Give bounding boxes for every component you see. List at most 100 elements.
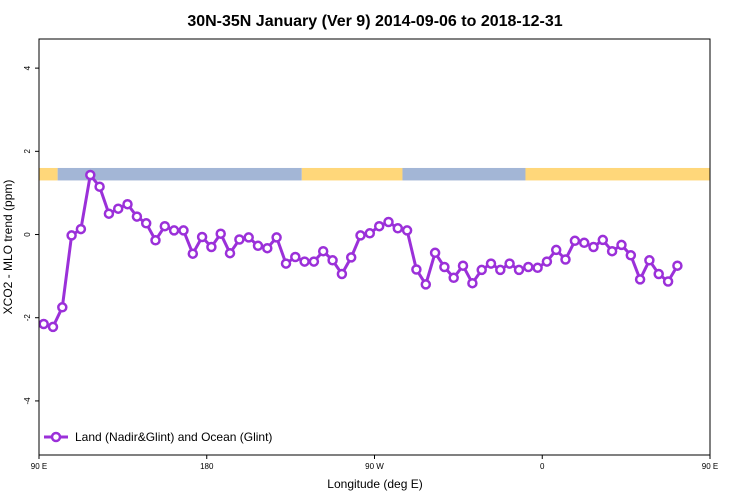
data-point (662, 276, 674, 287)
data-point (159, 220, 171, 232)
data-point (739, 323, 747, 331)
x-tick-label: 180 (200, 462, 214, 471)
y-tick-label: -2 (23, 314, 32, 322)
data-point (178, 225, 189, 236)
data-point (224, 247, 236, 259)
surface-type-band (39, 167, 710, 181)
data-point (729, 320, 737, 328)
data-point (75, 223, 87, 235)
data-point (131, 211, 143, 222)
data-point (513, 264, 525, 276)
data-point (271, 232, 282, 243)
data-point (150, 235, 161, 246)
data-point (262, 242, 273, 254)
data-point (299, 256, 310, 267)
data-point (187, 248, 199, 259)
band-segment-land (301, 167, 403, 181)
data-point (290, 251, 301, 263)
data-point (597, 234, 609, 246)
data-point (625, 250, 637, 261)
y-axis-ticks: -4 -2 0 2 4 (23, 65, 39, 404)
data-point (720, 326, 728, 334)
data-point (401, 225, 413, 236)
legend-marker-sample (50, 431, 62, 443)
data-point (57, 302, 68, 313)
data-point (606, 245, 618, 257)
band-segment-land (525, 167, 710, 181)
band-segment-land (39, 167, 58, 181)
data-point (672, 260, 683, 271)
data-point (168, 225, 180, 236)
data-point (429, 247, 441, 259)
y-tick-label: -4 (23, 397, 32, 405)
data-point (485, 258, 497, 269)
x-tick-label: 90 E (702, 462, 718, 471)
data-point (373, 220, 385, 232)
data-point (327, 255, 338, 266)
data-point (196, 231, 208, 243)
data-point (616, 239, 627, 251)
data-point (280, 258, 292, 269)
data-point (252, 240, 264, 252)
data-point (345, 252, 357, 263)
data-point (103, 208, 115, 219)
data-point (541, 256, 553, 267)
data-point (578, 237, 590, 249)
data-point (532, 262, 543, 274)
data-point (392, 223, 404, 234)
data-point (476, 264, 487, 276)
y-tick-label: 2 (23, 149, 32, 154)
data-point (215, 228, 226, 239)
data-point (467, 277, 478, 289)
data-point (122, 198, 133, 210)
data-point (66, 230, 77, 241)
data-point (644, 255, 655, 266)
data-point (634, 274, 646, 285)
y-tick-label: 4 (23, 65, 32, 70)
data-point (39, 318, 49, 330)
data-point (317, 245, 329, 257)
chart-title: 30N-35N January (Ver 9) 2014-09-06 to 20… (187, 13, 562, 30)
data-series-line (43, 173, 750, 333)
data-point (47, 321, 59, 333)
data-series-markers (39, 169, 747, 336)
series-line-segment (43, 173, 679, 329)
x-tick-label: 90 W (365, 462, 384, 471)
x-axis-label: Longitude (deg E) (327, 477, 422, 491)
data-point (420, 279, 432, 290)
data-point (457, 260, 469, 271)
data-point (112, 203, 124, 214)
data-point (560, 254, 571, 265)
data-point (653, 268, 664, 280)
data-point (206, 241, 217, 253)
data-point (439, 261, 450, 273)
data-point (383, 216, 394, 228)
data-point (364, 228, 376, 239)
series-line-segment (715, 175, 750, 333)
data-point (411, 264, 422, 275)
x-tick-label: 0 (540, 462, 545, 471)
data-point (243, 232, 254, 243)
legend: Land (Nadir&Glint) and Ocean (Glint) (44, 430, 272, 444)
data-point (140, 218, 152, 229)
data-point (550, 244, 562, 256)
legend-label: Land (Nadir&Glint) and Ocean (Glint) (75, 430, 272, 444)
data-point (234, 234, 245, 245)
x-tick-label: 90 E (31, 462, 47, 471)
data-point (709, 330, 710, 336)
data-point (504, 258, 515, 269)
data-point (355, 230, 366, 241)
band-segment-ocean (57, 167, 302, 181)
band-segment-ocean (402, 167, 526, 181)
data-point (336, 268, 348, 280)
data-point (94, 181, 105, 192)
data-point (85, 169, 96, 181)
data-point (569, 235, 581, 247)
data-point (588, 241, 599, 253)
data-point (523, 261, 534, 273)
x-axis-ticks: 90 E 180 90 W 0 90 E (31, 455, 718, 471)
data-point (495, 264, 506, 276)
y-axis-label: XCO2 - MLO trend (ppm) (1, 180, 15, 315)
data-point (448, 272, 459, 284)
